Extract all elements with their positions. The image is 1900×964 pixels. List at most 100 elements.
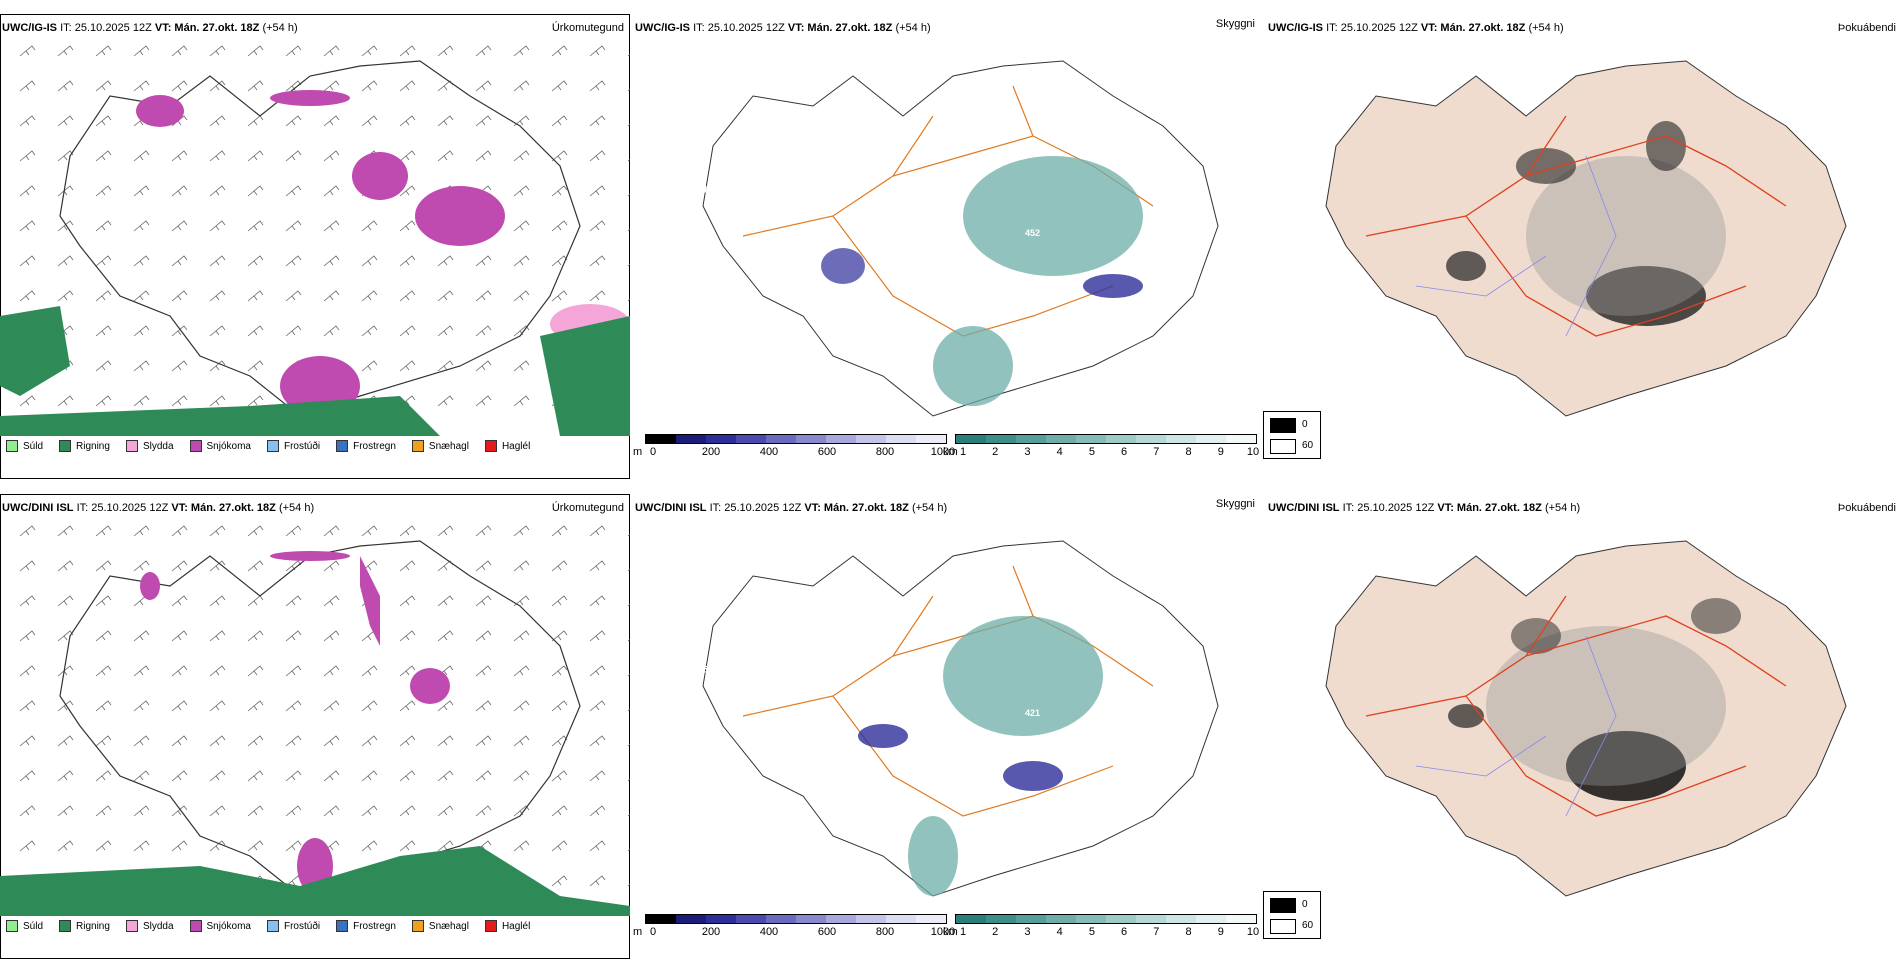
wind-barb [589, 630, 606, 642]
wind-barb [475, 560, 492, 572]
colorbar-segment [646, 915, 676, 923]
legend-label: Rigning [76, 440, 110, 452]
wind-barb [437, 150, 454, 162]
wind-barb [323, 560, 340, 572]
wind-barb [361, 560, 378, 572]
colorbar-segment [1136, 435, 1166, 443]
legend-label: Snjókoma [206, 440, 251, 452]
wind-barb [323, 255, 340, 267]
fog-light-area [1526, 156, 1726, 316]
wind-barb [589, 700, 606, 712]
legend-swatch [189, 920, 202, 932]
legend-label: Snæhagl [428, 920, 469, 932]
panel-frame [0, 14, 630, 479]
legend-swatch [6, 440, 18, 452]
wind-barb [437, 595, 454, 607]
rain-area [540, 316, 630, 436]
panel-header: UWC/IG-IS IT: 25.10.2025 12Z VT: Mán. 27… [635, 22, 931, 34]
colorbar-tick-label: 10 [1246, 446, 1260, 458]
cloud-value-label: 16 [885, 68, 895, 78]
cloud-value-label: 393 [693, 853, 708, 863]
cloud-value-label: 336 [1018, 548, 1033, 558]
fog-dark-area [1566, 731, 1686, 801]
valid-time: VT: Mán. 27.okt. 18Z [154, 22, 260, 34]
wind-barb [57, 150, 74, 162]
wind-barb [551, 80, 568, 92]
wind-barb [627, 568, 630, 572]
legend-item: Snjókoma [189, 920, 251, 932]
init-time: IT: 25.10.2025 12Z [1342, 502, 1435, 514]
fog-key-high-swatch [1270, 898, 1296, 913]
cloud-value-label: 278 [1233, 548, 1248, 558]
wind-barb [209, 290, 226, 302]
legend-item: Súld [6, 440, 43, 452]
wind-barb [133, 840, 150, 852]
fog-key-low-swatch [1270, 439, 1296, 454]
wind-barb [57, 290, 74, 302]
wind-barb [19, 80, 36, 92]
wind-barb [95, 325, 112, 337]
cloud-value-label: 152 [693, 888, 708, 898]
wind-barb [247, 630, 264, 642]
wind-barb [95, 665, 112, 677]
cloud-value-label: 133 [868, 888, 883, 898]
wind-barb [399, 45, 416, 57]
wind-barb [57, 395, 74, 407]
wind-barb [589, 770, 606, 782]
wind-barb [551, 150, 568, 162]
colorbar-segment [796, 435, 826, 443]
wind-barb [361, 220, 378, 232]
snow-area [140, 572, 160, 600]
wind-barb [475, 700, 492, 712]
cloud-value-label: 183 [747, 548, 762, 558]
legend-swatch [266, 440, 279, 452]
legend-label: Haglél [501, 920, 531, 932]
wind-barb [247, 45, 264, 57]
wind-barb [551, 185, 568, 197]
wind-barb [171, 290, 188, 302]
wind-barb [361, 325, 378, 337]
wind-barb [475, 805, 492, 817]
snow-area [136, 95, 184, 127]
wind-barb [513, 220, 530, 232]
wind-barb [627, 533, 630, 537]
cloud-value-label: 151 [1233, 888, 1248, 898]
wind-barb [513, 290, 530, 302]
wind-barb [95, 805, 112, 817]
legend-label: Snjókoma [206, 920, 251, 932]
wind-barb [513, 805, 530, 817]
wind-barb [475, 665, 492, 677]
wind-barb [361, 735, 378, 747]
wind-barb [513, 665, 530, 677]
legend-item: Rigning [59, 440, 110, 452]
wind-barb [551, 115, 568, 127]
iceland-outline [702, 540, 1219, 897]
wind-barb [437, 325, 454, 337]
wind-barb [551, 220, 568, 232]
wind-barb [57, 220, 74, 232]
low-vis-area [963, 156, 1143, 276]
colorbar-segment [1226, 915, 1256, 923]
colorbar-segment [1016, 435, 1046, 443]
wind-barb [209, 595, 226, 607]
low-vis-area [943, 616, 1103, 736]
wind-barb [399, 150, 416, 162]
wind-barb [171, 735, 188, 747]
lead-time: (+54 h) [895, 22, 931, 34]
colorbar-tick-label: 3 [1024, 446, 1031, 458]
wind-barb [285, 325, 302, 337]
wind-barb [437, 360, 454, 372]
cloud-value-label: 97 [1233, 556, 1243, 566]
colorbar-segment [986, 915, 1016, 923]
colorbar-segment [956, 915, 986, 923]
wind-barb [475, 150, 492, 162]
wind-barb [399, 115, 416, 127]
legend-item: Snæhagl [411, 920, 469, 932]
colorbar-tick-label: 9 [1217, 926, 1224, 938]
lead-time: (+54 h) [262, 22, 298, 34]
colorbar-segment [706, 435, 736, 443]
wind-barb [513, 325, 530, 337]
cloud-value-label: 172 [1233, 826, 1248, 836]
lead-time: (+54 h) [278, 502, 315, 514]
wind-barb [399, 595, 416, 607]
